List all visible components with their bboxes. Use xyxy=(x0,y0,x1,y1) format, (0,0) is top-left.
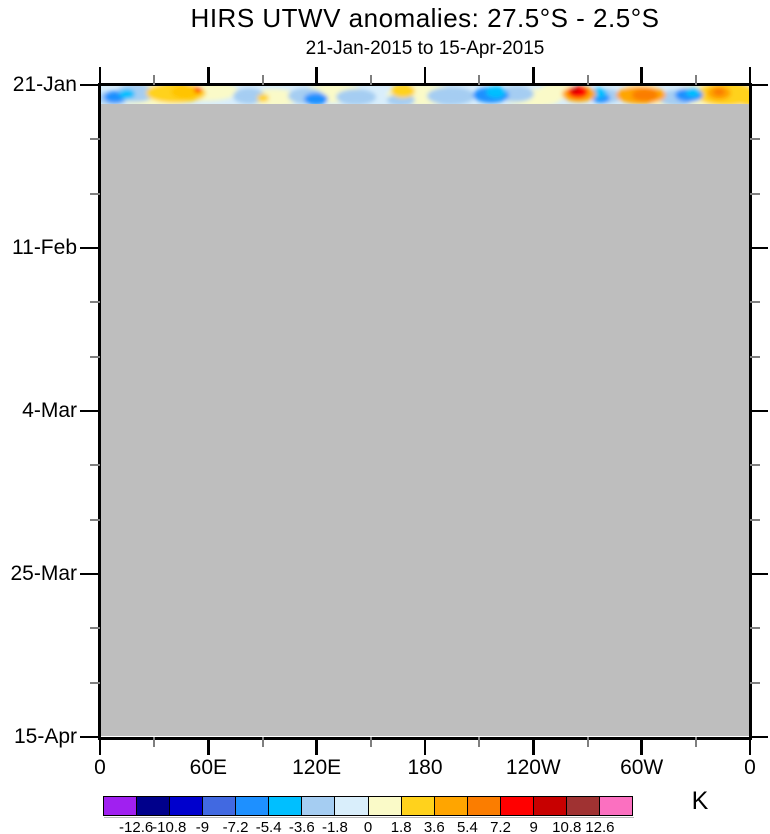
colorbar-tick-label: 12.6 xyxy=(585,819,615,834)
colorbar-segment xyxy=(103,796,138,816)
colorbar-tick-label: 10.8 xyxy=(552,819,582,834)
colorbar-tick-label: 0 xyxy=(363,819,373,834)
colorbar-tick-label: 1.8 xyxy=(390,819,412,834)
x-tick-label: 120W xyxy=(505,756,561,779)
colorbar-tick-label: -7.2 xyxy=(222,819,249,834)
colorbar-segment xyxy=(169,796,204,816)
y-tick-label: 4-Mar xyxy=(22,399,77,422)
y-major-tick xyxy=(750,246,768,250)
anomaly-blob xyxy=(194,87,202,93)
colorbar-tick-label: 5.4 xyxy=(456,819,478,834)
anomaly-blob xyxy=(427,87,475,104)
x-tick-label: 60W xyxy=(620,756,664,779)
colorbar-tick-label: -5.4 xyxy=(255,819,282,834)
anomaly-data-strip xyxy=(101,86,749,104)
colorbar-tick-label: 7.2 xyxy=(490,819,511,834)
missing-data-region xyxy=(101,86,749,736)
colorbar-tick-label: 9 xyxy=(529,819,538,834)
colorbar-tick-label: -1.8 xyxy=(321,819,348,834)
y-tick-label: 15-Apr xyxy=(13,725,77,748)
anomaly-blob xyxy=(336,89,376,104)
y-tick-label: 21-Jan xyxy=(12,73,77,96)
colorbar-segment xyxy=(466,796,501,816)
colorbar-tick-label: -10.8 xyxy=(152,819,187,834)
y-tick-label: 25-Mar xyxy=(10,562,77,585)
colorbar-tick-label: 3.6 xyxy=(423,819,445,834)
anomaly-blob xyxy=(686,87,700,97)
x-tick-label: 120E xyxy=(292,756,342,779)
anomaly-blob xyxy=(391,86,415,98)
colorbar-tick-label: -9 xyxy=(195,819,210,834)
anomaly-blob xyxy=(571,87,579,93)
anomaly-blob xyxy=(713,88,725,96)
y-major-tick xyxy=(80,735,100,739)
colorbar-segment xyxy=(301,796,336,816)
anomaly-blob xyxy=(735,90,749,104)
anomaly-blob xyxy=(171,86,201,99)
colorbar-segment xyxy=(202,796,237,816)
y-major-tick xyxy=(750,572,768,576)
y-major-tick xyxy=(750,83,768,87)
colorbar-segment xyxy=(565,796,600,816)
colorbar-shadow xyxy=(104,817,634,818)
colorbar-segment xyxy=(433,796,468,816)
y-major-tick xyxy=(750,735,768,739)
chart-subtitle: 21-Jan-2015 to 15-Apr-2015 xyxy=(305,38,545,59)
y-major-tick xyxy=(750,409,768,413)
colorbar-segment xyxy=(334,796,369,816)
y-tick-label: 11-Feb xyxy=(12,236,77,259)
y-major-tick xyxy=(80,83,100,87)
colorbar-segment xyxy=(598,796,633,816)
x-tick-label: 60E xyxy=(189,756,228,779)
colorbar xyxy=(103,796,633,816)
anomaly-blob xyxy=(632,89,658,101)
anomaly-blob xyxy=(568,86,588,98)
anomaly-blob xyxy=(304,93,328,104)
chart-title: HIRS UTWV anomalies: 27.5°S - 2.5°S xyxy=(190,3,660,33)
colorbar-segment xyxy=(235,796,270,816)
colorbar-segment xyxy=(136,796,171,816)
y-major-tick xyxy=(80,246,100,250)
colorbar-segment xyxy=(400,796,435,816)
colorbar-tick-label: -3.6 xyxy=(288,819,315,834)
colorbar-unit-label: K xyxy=(691,787,709,815)
anomaly-blob xyxy=(486,86,506,98)
x-tick-label: 180 xyxy=(407,756,443,779)
colorbar-segment xyxy=(532,796,567,816)
x-tick-label: 0 xyxy=(94,756,106,779)
x-tick-label: 0 xyxy=(744,756,756,779)
anomaly-blob xyxy=(257,94,269,102)
y-major-tick xyxy=(80,409,100,413)
anomaly-blob xyxy=(119,89,135,99)
colorbar-segment xyxy=(367,796,402,816)
colorbar-tick-label: -12.6 xyxy=(119,819,154,834)
colorbar-segment xyxy=(268,796,303,816)
y-major-tick xyxy=(80,572,100,576)
colorbar-segment xyxy=(499,796,534,816)
anomaly-blob xyxy=(233,88,265,104)
